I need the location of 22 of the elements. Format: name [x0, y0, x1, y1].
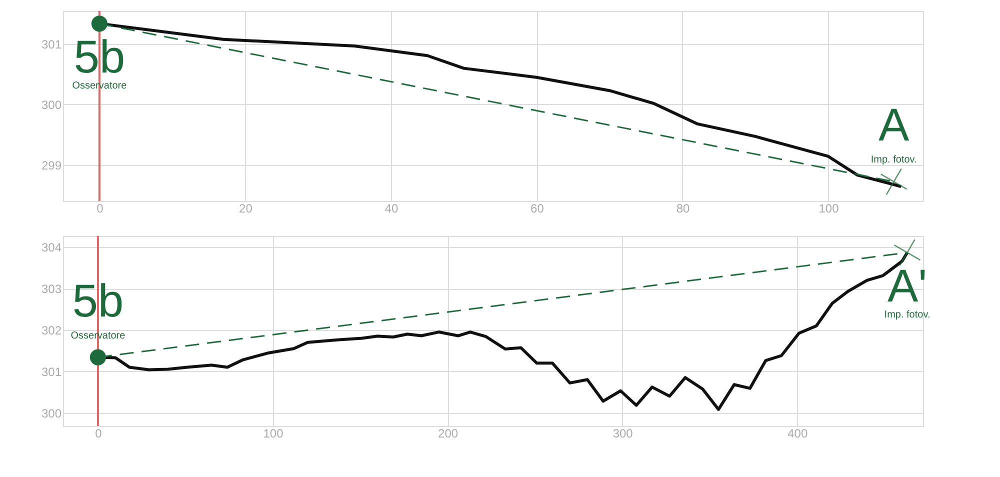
- annotation: A: [878, 98, 910, 151]
- y-tick-label: 301: [41, 38, 62, 52]
- x-tick-label: 0: [95, 426, 102, 440]
- x-tick-label: 80: [676, 202, 690, 216]
- x-tick-label: 40: [384, 202, 398, 216]
- x-tick-label: 20: [239, 202, 253, 216]
- y-tick-label: 299: [41, 158, 62, 172]
- annotation: Imp. fotov.: [884, 310, 930, 321]
- x-tick-label: 60: [530, 202, 544, 216]
- x-tick-label: 100: [818, 202, 840, 216]
- y-tick-label: 304: [41, 240, 62, 255]
- x-tick-label: 300: [612, 426, 634, 440]
- x-tick-label: 400: [788, 426, 808, 440]
- y-tick-label: 300: [41, 98, 62, 112]
- y-tick-label: 300: [41, 406, 62, 420]
- y-tick-label: 302: [41, 323, 62, 338]
- y-tick-label: 301: [41, 364, 62, 379]
- x-tick-label: 200: [438, 426, 458, 440]
- annotation: Imp. fotov.: [870, 154, 917, 166]
- x-tick-label: 0: [96, 202, 104, 216]
- x-tick-label: 100: [263, 426, 284, 440]
- y-tick-label: 303: [41, 282, 62, 296]
